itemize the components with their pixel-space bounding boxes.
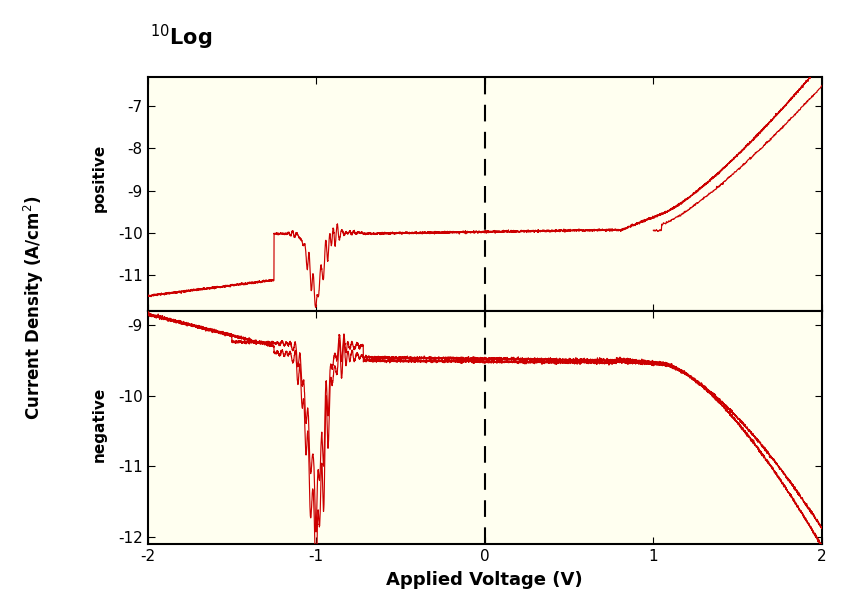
Text: negative: negative	[92, 387, 107, 462]
Text: $^{10}$Log: $^{10}$Log	[150, 23, 212, 52]
Text: positive: positive	[92, 145, 107, 212]
X-axis label: Applied Voltage (V): Applied Voltage (V)	[386, 571, 583, 589]
Text: Current Density (A/cm$^2$): Current Density (A/cm$^2$)	[22, 196, 46, 419]
